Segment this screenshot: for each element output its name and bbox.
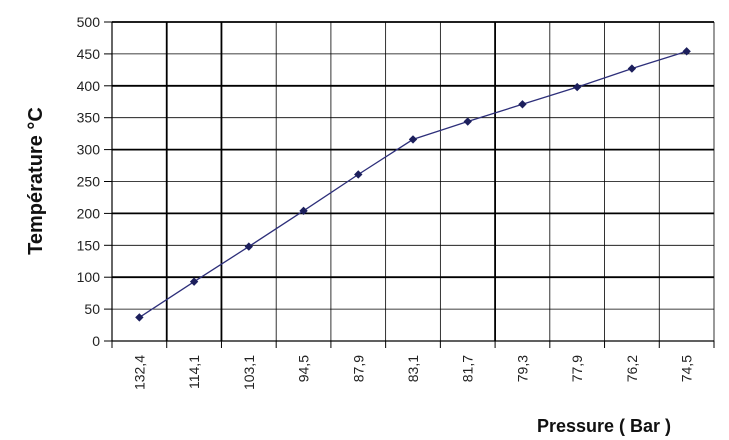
data-point [463, 117, 472, 126]
y-tick-label: 250 [77, 174, 101, 190]
y-tick-label: 200 [77, 205, 101, 221]
x-tick-label: 94,5 [296, 355, 312, 382]
data-point [189, 277, 199, 286]
x-tick-label: 103,1 [241, 355, 257, 390]
x-tick-label: 87,9 [350, 355, 366, 382]
y-tick-label: 50 [84, 301, 100, 317]
x-tick-label: 77,9 [569, 355, 585, 382]
x-tick-labels: 132,4 114,1 103,1 94,5 87,9 83,1 81,7 79,3 77,9 7… [131, 355, 694, 390]
data-series [135, 47, 691, 322]
x-tick-label: 81,7 [460, 355, 476, 382]
x-tick-label: 132,4 [131, 355, 147, 390]
grid-lines [112, 21, 715, 341]
y-tick-label: 0 [92, 333, 100, 349]
y-tick-label: 100 [77, 269, 101, 285]
data-point [354, 170, 363, 179]
x-tick-label: 76,2 [624, 355, 640, 382]
data-point [682, 47, 691, 56]
y-tick-label: 500 [77, 14, 101, 30]
data-point [518, 100, 527, 109]
data-point [299, 206, 308, 216]
x-tick-label: 83,1 [405, 355, 421, 382]
x-tick-label: 74,5 [679, 355, 695, 382]
data-point [408, 135, 418, 144]
data-point [572, 82, 582, 92]
data-point [627, 64, 637, 73]
data-point [135, 313, 144, 322]
y-axis-title: Température °C [25, 107, 47, 255]
data-point [244, 242, 254, 251]
x-tick-label: 79,3 [514, 355, 530, 382]
y-tick-label: 400 [77, 78, 101, 94]
y-tick-label: 150 [77, 237, 101, 253]
x-tick-label: 114,1 [186, 355, 202, 389]
y-tick-label: 300 [77, 142, 101, 158]
y-tick-label: 450 [77, 46, 101, 62]
y-tick-label: 350 [77, 110, 101, 126]
axes [104, 21, 715, 348]
x-axis-title: Pressure ( Bar ) [537, 416, 671, 436]
y-tick-labels: 0 50 100 150 200 250 300 350 400 450 500 [77, 14, 101, 349]
